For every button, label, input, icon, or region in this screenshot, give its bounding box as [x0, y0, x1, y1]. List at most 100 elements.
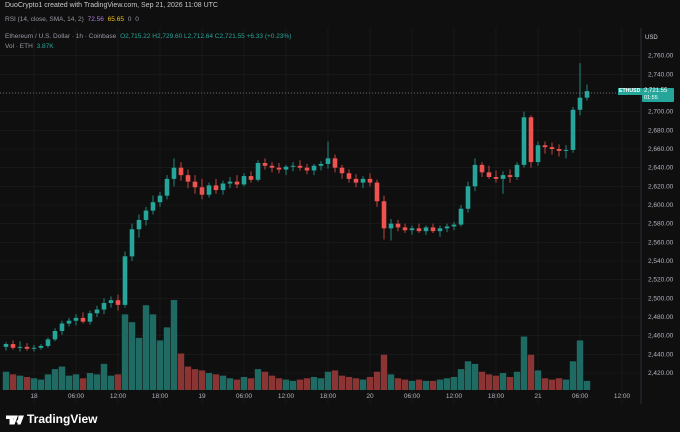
candle-body: [304, 167, 310, 171]
volume-bar: [513, 371, 521, 390]
volume-bar: [2, 371, 10, 390]
candle-body: [157, 195, 163, 203]
candle-body: [206, 185, 212, 195]
volume-bar: [163, 327, 171, 390]
price-tick-label: 2,580.00: [648, 221, 674, 228]
candle-body: [241, 176, 247, 185]
time-tick-label: 18:00: [152, 393, 169, 400]
candle-body: [297, 165, 303, 168]
volume-bar: [9, 374, 17, 390]
volume-bar: [16, 375, 24, 390]
candle-body: [423, 227, 429, 232]
volume-bar: [408, 380, 416, 390]
candle-body: [101, 303, 107, 310]
candle-body: [178, 167, 184, 176]
volume-bar: [86, 373, 94, 390]
footer-bar: TradingView: [0, 404, 680, 432]
symbol-legend[interactable]: Ethereum / U.S. Dollar · 1h · Coinbase O…: [5, 33, 293, 40]
volume-bar: [534, 370, 542, 390]
rsi-legend[interactable]: RSI (14, close, SMA, 14, 2) 72.56 65.65 …: [5, 16, 141, 23]
volume-bar: [121, 314, 129, 390]
price-tick-label: 2,520.00: [648, 277, 674, 284]
candle-body: [437, 228, 443, 232]
candle-body: [486, 172, 492, 177]
time-tick-label: 06:00: [572, 393, 589, 400]
candle-body: [535, 145, 541, 163]
volume-bar: [198, 370, 206, 390]
volume-bar: [58, 366, 66, 390]
candle-body: [143, 210, 149, 220]
volume-bar: [205, 373, 213, 390]
candle-body: [290, 165, 296, 167]
volume-bar: [114, 374, 122, 390]
volume-bar: [436, 379, 444, 390]
price-tick-label: 2,540.00: [648, 258, 674, 265]
volume-bar: [142, 305, 150, 390]
candle-body: [122, 256, 128, 305]
volume-bar: [401, 379, 409, 390]
volume-bar: [212, 374, 220, 390]
volume-bar: [51, 369, 59, 390]
countdown-timer: 01:55: [644, 95, 658, 101]
candle-body: [563, 149, 569, 151]
volume-bar: [478, 371, 486, 390]
candle-body: [325, 158, 331, 164]
volume-bar: [548, 379, 556, 390]
candle-body: [3, 344, 9, 347]
volume-bar: [324, 371, 332, 390]
candle-body: [94, 309, 100, 314]
candle-body: [339, 167, 345, 174]
candle-body: [87, 313, 93, 322]
chart-grid: [0, 28, 640, 404]
volume-bar: [289, 380, 297, 390]
volume-bar: [44, 374, 52, 390]
candle-body: [549, 147, 555, 149]
rsi-extra-value-1: 0: [127, 16, 132, 23]
volume-bar: [520, 336, 528, 390]
volume-bar: [310, 376, 318, 390]
volume-bar: [576, 340, 584, 390]
volume-bar: [415, 379, 423, 390]
time-tick-label: 18:00: [488, 393, 505, 400]
candle-body: [493, 177, 499, 179]
volume-bar: [583, 380, 591, 390]
volume-bar: [541, 378, 549, 390]
candle-body: [514, 164, 520, 177]
currency-label[interactable]: USD: [645, 35, 658, 41]
volume-bar: [569, 361, 577, 390]
candle-body: [192, 181, 198, 188]
candle-body: [220, 183, 226, 191]
volume-bar: [170, 300, 178, 390]
price-tick-label: 2,560.00: [648, 239, 674, 246]
candle-body: [171, 167, 177, 179]
volume-bar: [261, 371, 269, 390]
volume-legend[interactable]: Vol · ETH 3.87K: [5, 43, 56, 50]
tradingview-logo-icon: [6, 415, 24, 425]
candle-body: [10, 344, 16, 348]
candle-body: [269, 165, 275, 168]
candle-body: [416, 228, 422, 232]
candle-body: [479, 164, 485, 173]
candle-body: [465, 186, 471, 209]
volume-bar: [226, 378, 234, 390]
volume-bar: [380, 354, 388, 390]
candle-body: [402, 227, 408, 231]
last-price-value: 2,721.55: [644, 88, 668, 94]
price-tick-label: 2,700.00: [648, 109, 674, 116]
volume-bar: [107, 375, 115, 390]
time-tick-label: 12:00: [278, 393, 295, 400]
time-tick-label: 19: [198, 393, 206, 400]
price-tick-label: 2,420.00: [648, 370, 674, 377]
candle-body: [227, 181, 233, 184]
candle-body: [38, 345, 44, 348]
candle-body: [584, 91, 590, 98]
volume-bar: [373, 371, 381, 390]
rsi-extra-value-2: 0: [135, 16, 139, 23]
volume-bar: [282, 379, 290, 390]
volume-bar: [72, 374, 80, 390]
price-tick-label: 2,460.00: [648, 333, 674, 340]
volume-bar: [93, 374, 101, 390]
volume-bar: [240, 376, 248, 390]
volume-bar: [359, 379, 367, 390]
